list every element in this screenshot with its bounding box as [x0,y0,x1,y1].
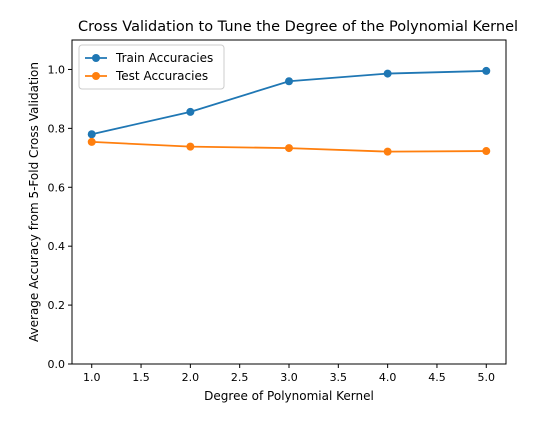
series-1-point [285,144,293,153]
plot-area [87,66,491,156]
legend-swatch-marker [92,54,100,62]
y-axis-label: Average Accuracy from 5-Fold Cross Valid… [27,62,41,342]
series-1-point [186,142,195,151]
chart-title: Cross Validation to Tune the Degree of t… [78,19,518,35]
legend-label: Train Accuracies [115,51,213,65]
series-1-point [383,147,392,156]
legend-box [78,44,225,90]
x-tick-label: 5.0 [478,371,496,384]
y-axis: 0.0 0.2 0.4 0.6 0.8 1.0 [48,63,72,371]
y-tick-label: 0.2 [48,299,66,312]
x-tick-label: 4.0 [379,371,397,384]
legend-label: Test Accuracies [115,69,208,83]
x-axis-label: Degree of Polynomial Kernel [204,389,374,403]
legend: Train Accuracies Test Accuracies [78,44,225,90]
x-tick-label: 4.5 [428,371,446,384]
series-0-point [87,130,96,139]
x-axis: 1.0 1.5 2.0 2.5 3.0 3.5 4.0 4.5 5.0 [83,364,495,384]
x-tick-label: 3.5 [330,371,348,384]
x-tick-label: 2.0 [182,371,200,384]
y-tick-label: 0.6 [48,181,66,194]
series-0-point [482,66,491,75]
series-0-point [285,77,293,86]
series-0-point [383,69,392,78]
series-0-point [186,107,195,116]
x-tick-label: 3.0 [280,371,298,384]
x-tick-label: 2.5 [231,371,249,384]
y-tick-label: 0.4 [48,240,66,253]
x-tick-label: 1.0 [83,371,101,384]
series-1-point [482,147,491,156]
legend-swatch-marker [92,72,100,80]
y-tick-label: 1.0 [48,63,66,76]
x-tick-label: 1.5 [132,371,150,384]
y-tick-label: 0.8 [48,122,66,135]
y-tick-label: 0.0 [48,358,66,371]
series-1-point [87,137,96,146]
